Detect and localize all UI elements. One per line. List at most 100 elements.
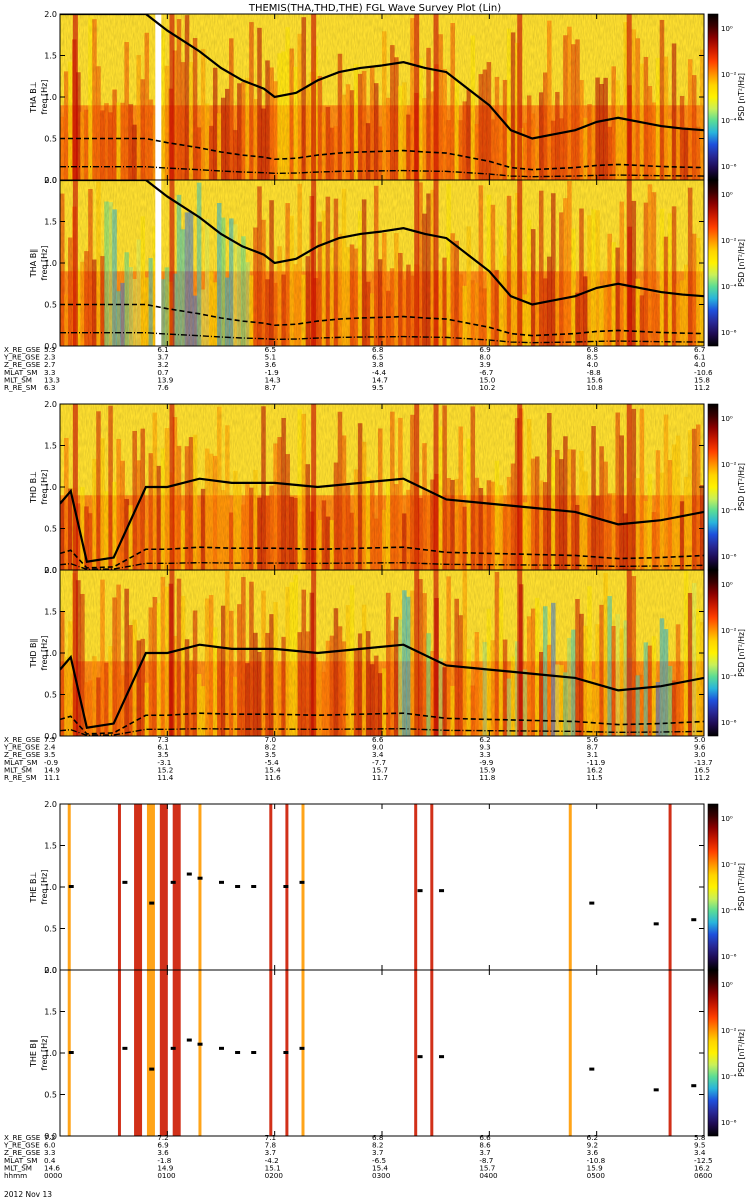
ephemeris-value: 2.4 — [44, 743, 56, 752]
panel-ylabel: THA B∥ — [29, 249, 38, 278]
burst-stripe — [172, 970, 181, 1136]
ephemeris-value: 6.5 — [265, 345, 276, 354]
ephemeris-value: 6.0 — [44, 1141, 56, 1150]
half-gyro-line — [60, 546, 704, 569]
frequency-fragment — [439, 1055, 445, 1059]
ephemeris-value: 7.3 — [157, 735, 168, 744]
panel-yunit: freq [Hz] — [40, 470, 49, 505]
burst-stripe — [414, 804, 418, 970]
ephemeris-value: 11.6 — [265, 773, 281, 782]
ephemeris-value: 3.0 — [694, 750, 706, 759]
ephemeris-value: 15.4 — [372, 1163, 388, 1172]
colorbar-tick-label: 10⁻⁴ — [721, 673, 737, 681]
ephemeris-value: 14.6 — [44, 1163, 60, 1172]
ephemeris-value: 11.7 — [372, 773, 388, 782]
ephemeris-value: -8.8 — [587, 368, 601, 377]
ephemeris-value: 7.2 — [44, 1133, 55, 1142]
ephemeris-value: 3.8 — [372, 360, 384, 369]
ephemeris-value: -0.9 — [44, 758, 58, 767]
panel-yunit: freq [Hz] — [40, 80, 49, 115]
ephemeris-label: X_RE_GSE — [4, 345, 41, 354]
intense-stripe — [626, 570, 632, 736]
ephemeris-value: 3.5 — [157, 750, 168, 759]
ephemeris-value: 6.7 — [694, 345, 705, 354]
burst-stripe — [134, 970, 143, 1136]
y-tick-label: 2.0 — [44, 176, 57, 185]
ephemeris-value: 15.0 — [479, 375, 495, 384]
frequency-fragment — [283, 885, 289, 888]
ephemeris-value: 9.5 — [694, 1141, 705, 1150]
ephemeris-value: 9.5 — [372, 383, 383, 392]
intense-stripe — [433, 570, 439, 736]
frequency-fragment — [589, 1067, 595, 1071]
y-tick-label: 1.0 — [44, 93, 57, 102]
burst-stripe — [159, 970, 168, 1136]
ephemeris-value: 6.6 — [372, 735, 384, 744]
ephemeris-label: X_RE_GSE — [4, 1133, 41, 1142]
frequency-fragment — [197, 876, 203, 880]
panel-ylabel: THD B⊥ — [29, 471, 38, 504]
ephemeris-value: 7.0 — [265, 735, 277, 744]
ephemeris-value: 0.4 — [44, 1156, 56, 1165]
ephemeris-value: 3.6 — [157, 1148, 169, 1157]
burst-stripe — [146, 970, 155, 1136]
ephemeris-value: 9.0 — [372, 743, 384, 752]
ephemeris-value: 10.8 — [587, 383, 603, 392]
gyrofrequency-line — [60, 180, 704, 306]
colorbar-label: PSD [nT²/Hz] — [737, 73, 746, 121]
ephemeris-label: MLAT_SM — [4, 758, 37, 767]
frequency-fragment — [251, 885, 257, 888]
y-tick-label: 0.0 — [44, 342, 57, 351]
frequency-fragment — [299, 1046, 305, 1050]
colorbar-tick-label: 10⁻⁴ — [721, 117, 737, 125]
colorbar — [707, 13, 719, 181]
ephemeris-label: MLT_SM — [4, 375, 32, 384]
half-gyro-line — [60, 303, 704, 337]
frequency-fragment — [186, 872, 192, 876]
frequency-fragment — [170, 1046, 176, 1050]
y-tick-label: 2.0 — [44, 966, 57, 975]
burst-stripe — [430, 970, 434, 1136]
y-tick-label: 0.0 — [44, 732, 57, 741]
intense-stripe — [169, 14, 175, 180]
ephemeris-value: 6.8 — [372, 1133, 384, 1142]
ephemeris-value: 6.1 — [157, 743, 168, 752]
ephemeris-value: 15.7 — [372, 765, 388, 774]
burst-stripe — [198, 804, 202, 970]
ephemeris-value: 2.3 — [44, 353, 55, 362]
colorbar — [707, 569, 719, 737]
frequency-fragment — [219, 880, 224, 884]
ephemeris-value: 3.9 — [479, 360, 491, 369]
ephemeris-value: 5.3 — [44, 345, 55, 354]
colorbar-tick-label: 10⁰ — [721, 415, 733, 423]
ephemeris-value: 3.3 — [44, 368, 55, 377]
colorbar-label: PSD [nT²/Hz] — [737, 239, 746, 287]
intense-stripe — [626, 14, 632, 180]
ephemeris-value: 13.3 — [44, 375, 60, 384]
colorbar-tick-label: 10⁻⁴ — [721, 507, 737, 515]
ephemeris-value: 16.2 — [694, 1163, 710, 1172]
data-gap — [155, 14, 162, 180]
intense-stripe — [311, 180, 317, 346]
ephemeris-value: -6.7 — [479, 368, 493, 377]
ephemeris-value: 6.2 — [479, 735, 490, 744]
page-title: THEMIS(THA,THD,THE) FGL Wave Survey Plot… — [248, 3, 501, 14]
burst-stripe — [414, 970, 418, 1136]
ephemeris-value: 11.4 — [157, 773, 173, 782]
ephemeris-value: -1.9 — [265, 368, 279, 377]
ephemeris-value: 2.7 — [44, 360, 55, 369]
y-tick-label: 1.0 — [44, 649, 57, 658]
ephemeris-value: 8.0 — [479, 353, 491, 362]
intense-stripe — [414, 14, 420, 180]
ephemeris-value: 3.6 — [587, 1148, 599, 1157]
ephemeris-value: 14.9 — [157, 1163, 173, 1172]
ephemeris-value: 6.9 — [479, 345, 491, 354]
intense-stripe — [72, 404, 78, 570]
ephemeris-label: hhmm — [4, 1171, 27, 1180]
ephemeris-value: -3.1 — [157, 758, 171, 767]
spectrogram-panel: 0.0 0.5 1.0 1.5 2.0 THA B∥ freq [Hz] 10⁰ 10⁻² 10⁻… — [29, 176, 746, 351]
colorbar-tick-label: 10⁰ — [721, 815, 733, 823]
intense-stripe — [414, 180, 420, 346]
ephemeris-value: 0300 — [372, 1171, 391, 1180]
panel-ylabel: THA B⊥ — [29, 81, 38, 113]
